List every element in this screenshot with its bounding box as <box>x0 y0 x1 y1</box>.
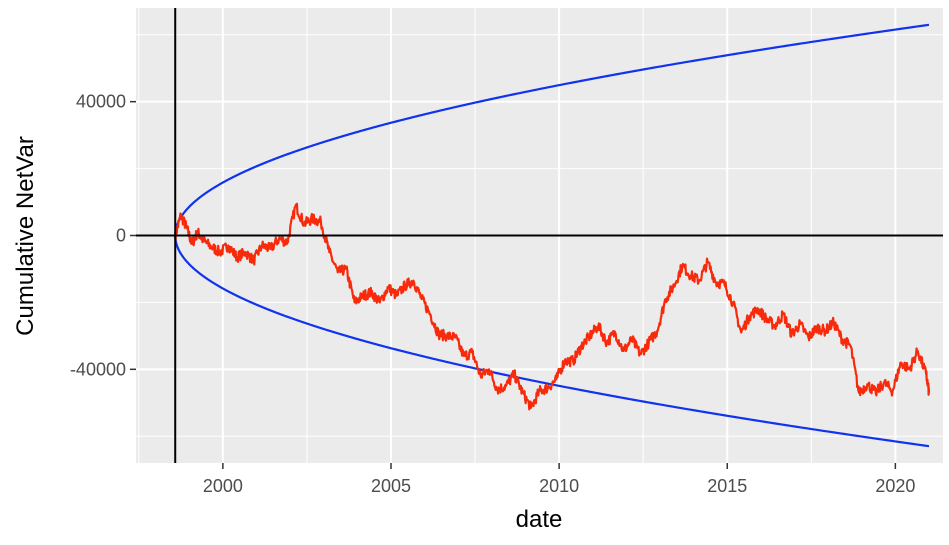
x-tick-label: 2015 <box>707 476 747 496</box>
y-tick-label: -40000 <box>70 359 126 379</box>
x-tick-label: 2020 <box>875 476 915 496</box>
y-tick-label: 40000 <box>76 92 126 112</box>
x-axis-title: date <box>516 506 563 533</box>
x-tick-label: 2000 <box>203 476 243 496</box>
bound-curves <box>174 23 930 448</box>
lower-bound-line <box>174 235 930 448</box>
x-axis: 2000 2005 2010 2015 2020 <box>203 463 915 496</box>
y-tick-label: 0 <box>116 226 126 246</box>
y-axis: 40000 0 -40000 <box>70 92 136 379</box>
x-tick-label: 2010 <box>539 476 579 496</box>
x-tick-label: 2005 <box>371 476 411 496</box>
upper-bound-line <box>174 23 930 236</box>
reference-lines <box>136 8 943 463</box>
series-lines <box>174 202 931 411</box>
cumulative-netvar-line <box>174 202 931 411</box>
y-axis-title: Cumulative NetVar <box>12 136 39 336</box>
